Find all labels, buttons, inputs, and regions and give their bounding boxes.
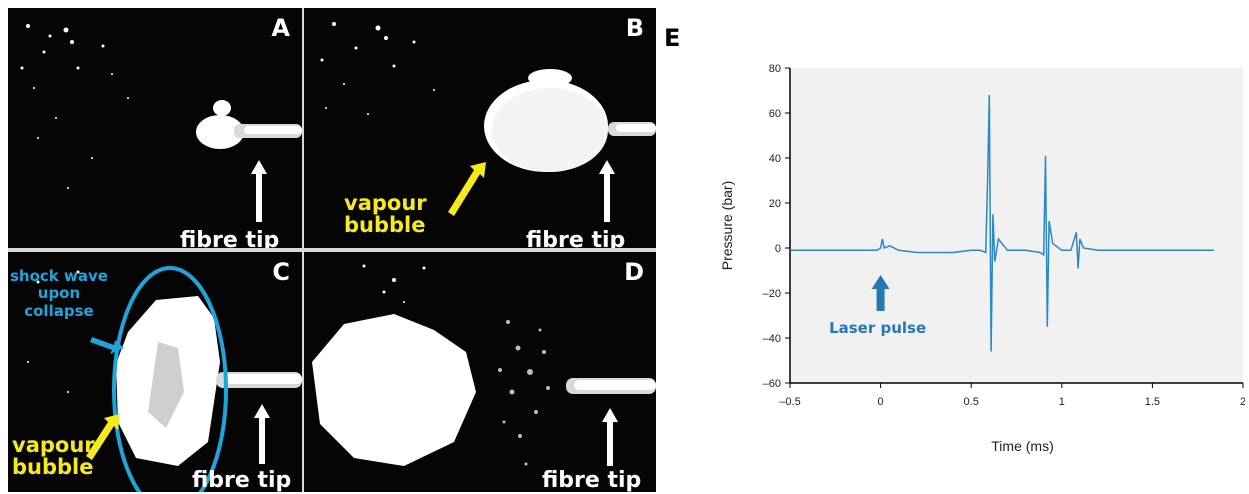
x-tick-label: 2 bbox=[1240, 396, 1245, 408]
panel-b: B vapour bubble fibre tip bbox=[304, 8, 656, 248]
pressure-chart: –60 –40 –20 0 20 40 60 80 –0.5 0 0.5 1 1.5 2 Laser pu… bbox=[719, 63, 1245, 454]
x-tick-label: 1.5 bbox=[1145, 396, 1160, 408]
panel-c-image bbox=[27, 266, 302, 492]
panel-letter-d: D bbox=[624, 258, 644, 286]
vapour-bubble-arrow-b bbox=[448, 162, 486, 216]
fibre-tip-label-a: fibre tip bbox=[180, 228, 280, 249]
panel-a: A fibre tip bbox=[8, 8, 302, 248]
panel-d: D fibre tip bbox=[304, 252, 656, 492]
y-tick-label: –40 bbox=[763, 333, 781, 345]
panel-b-image bbox=[320, 22, 656, 172]
panel-c: C shock wave upon collapse vapour bubble… bbox=[8, 252, 302, 492]
fibre-tip-arrow-a bbox=[251, 160, 267, 222]
shock-wave-label-c: shock wave upon collapse bbox=[10, 267, 108, 320]
panel-a-image bbox=[20, 24, 302, 189]
laser-pulse-arrow bbox=[871, 275, 890, 311]
laser-pulse-label: Laser pulse bbox=[829, 319, 926, 337]
y-tick-label: 20 bbox=[769, 198, 781, 210]
panel-letter-c: C bbox=[272, 258, 290, 286]
x-tick-label: –0.5 bbox=[779, 396, 800, 408]
y-tick-label: –20 bbox=[763, 288, 781, 300]
panel-letter-e: E bbox=[664, 24, 681, 52]
photo-grid: A fibre tip B vapour bubble bbox=[8, 8, 656, 492]
x-axis-label: Time (ms) bbox=[991, 438, 1053, 454]
pressure-series-line bbox=[790, 94, 1214, 352]
chart-axes: –60 –40 –20 0 20 40 60 80 –0.5 0 0.5 1 1.5 2 bbox=[763, 63, 1245, 408]
fibre-tip-arrow-b bbox=[599, 160, 615, 222]
fibre-tip-label-d: fibre tip bbox=[542, 468, 642, 492]
y-tick-label: 0 bbox=[775, 243, 781, 255]
shock-wave-arrow-c bbox=[90, 337, 124, 354]
fibre-tip-label-c: fibre tip bbox=[192, 468, 292, 492]
fibre-tip-arrow-c bbox=[254, 404, 270, 464]
x-tick-label: 0 bbox=[878, 396, 884, 408]
y-tick-label: –60 bbox=[763, 378, 781, 390]
fibre-tip-arrow-d bbox=[602, 408, 618, 466]
x-tick-label: 1 bbox=[1059, 396, 1065, 408]
y-axis-label: Pressure (bar) bbox=[719, 181, 735, 270]
y-tick-label: 80 bbox=[769, 63, 781, 75]
vapour-bubble-label-b: vapour bubble bbox=[344, 191, 427, 238]
panel-letter-a: A bbox=[271, 14, 290, 42]
vapour-bubble-arrow-c bbox=[86, 414, 120, 460]
chart-annotations: Laser pulse bbox=[829, 275, 926, 337]
panel-letter-b: B bbox=[625, 14, 644, 42]
panel-d-image bbox=[312, 264, 656, 466]
x-tick-label: 0.5 bbox=[964, 396, 979, 408]
y-tick-label: 60 bbox=[769, 108, 781, 120]
panel-divider-horizontal bbox=[8, 248, 656, 252]
plot-area bbox=[790, 68, 1243, 383]
vapour-bubble-label-c: vapour bubble bbox=[12, 433, 95, 480]
fibre-tip-label-b: fibre tip bbox=[526, 228, 626, 249]
y-tick-label: 40 bbox=[769, 153, 781, 165]
